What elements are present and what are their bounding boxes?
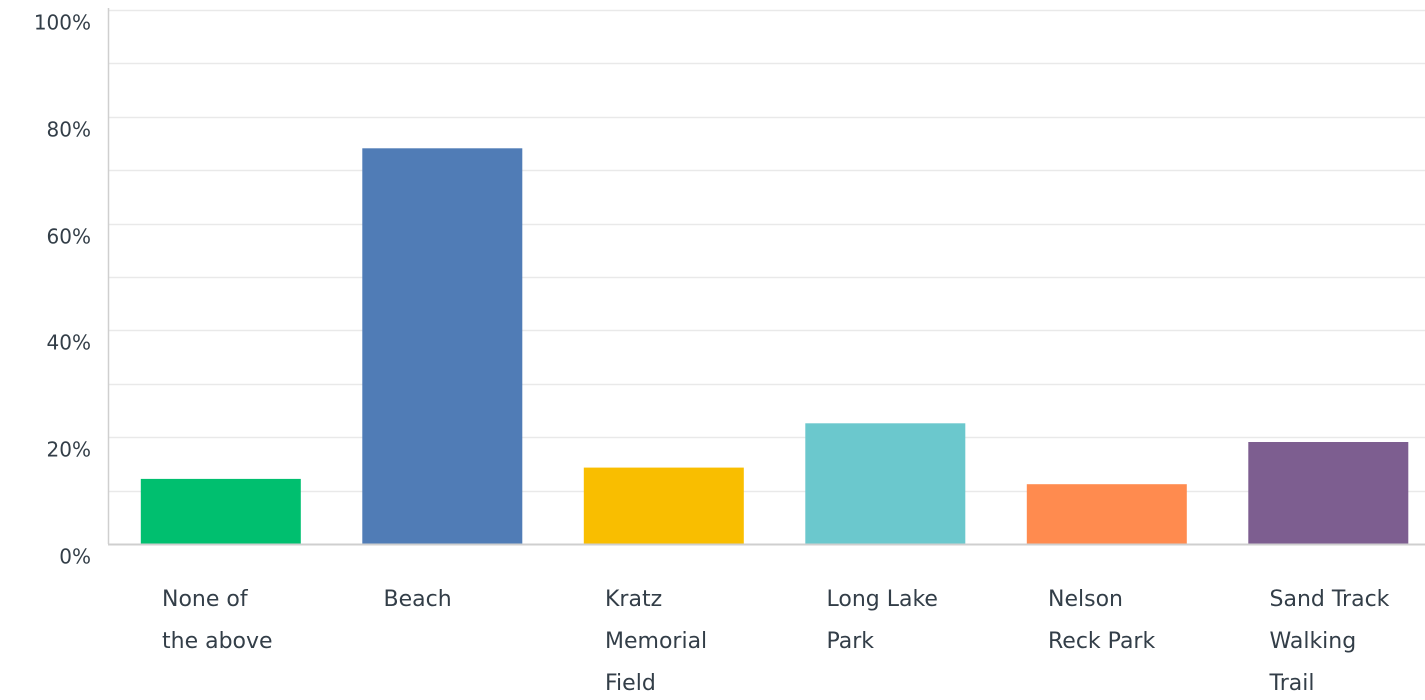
x-category-label: Sand Track Walking Trail bbox=[1269, 587, 1390, 696]
bars bbox=[140, 148, 1409, 545]
x-category-label-line: Sand Track bbox=[1270, 587, 1390, 612]
y-tick-label: 60% bbox=[47, 225, 91, 249]
x-category-label: Nelson Reck Park bbox=[1048, 587, 1155, 654]
x-category-label-line: None of bbox=[162, 587, 249, 612]
axes bbox=[107, 8, 1425, 546]
x-category-label-line: Field bbox=[605, 671, 656, 696]
x-category-label-line: Long Lake bbox=[827, 587, 938, 612]
x-category-label-line: Park bbox=[827, 629, 875, 654]
x-category-label-line: Nelson bbox=[1048, 587, 1123, 612]
bar[interactable] bbox=[805, 423, 966, 544]
x-category-label-line: Memorial bbox=[605, 629, 707, 654]
x-category-label: Beach bbox=[384, 587, 452, 612]
gridlines bbox=[108, 9, 1425, 493]
bar[interactable] bbox=[1026, 484, 1187, 544]
bar[interactable] bbox=[583, 467, 744, 544]
y-tick-label: 80% bbox=[47, 118, 91, 142]
x-category-label-line: Walking bbox=[1270, 629, 1357, 654]
x-category-label-line: Beach bbox=[384, 587, 452, 612]
x-axis-category-labels: None of the above Beach Kratz Memorial Field L… bbox=[162, 587, 1390, 696]
x-category-label-line: Kratz bbox=[605, 587, 662, 612]
x-category-label: Long Lake Park bbox=[827, 587, 938, 654]
y-tick-label: 100% bbox=[34, 11, 91, 35]
x-category-label: Kratz Memorial Field bbox=[605, 587, 707, 696]
x-category-label-line: Reck Park bbox=[1048, 629, 1155, 654]
bar[interactable] bbox=[362, 148, 523, 545]
x-category-label-line: the above bbox=[162, 629, 273, 654]
bar[interactable] bbox=[140, 478, 301, 544]
x-category-label-line: Trail bbox=[1269, 671, 1315, 696]
bar[interactable] bbox=[1248, 442, 1409, 544]
y-tick-label: 40% bbox=[47, 331, 91, 355]
x-category-label: None of the above bbox=[162, 587, 273, 654]
y-tick-label: 0% bbox=[59, 545, 91, 569]
y-tick-label: 20% bbox=[47, 438, 91, 462]
y-axis-tick-labels: 0% 20% 40% 60% 80% 100% bbox=[34, 11, 91, 569]
